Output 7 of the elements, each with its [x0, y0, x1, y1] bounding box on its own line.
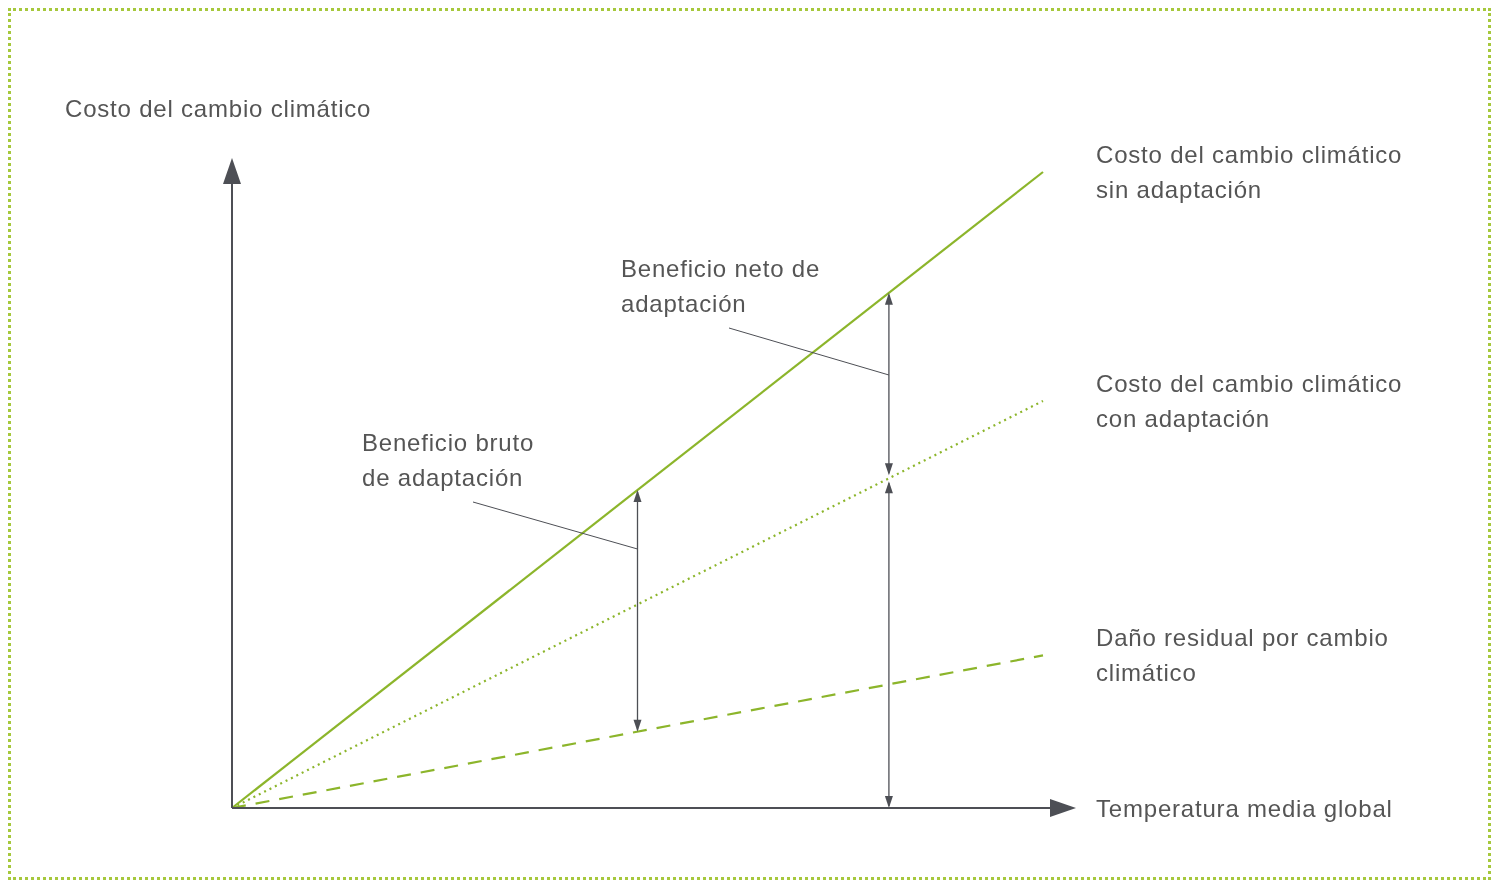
text: Costo del cambio climático sin adaptación	[1096, 140, 1404, 205]
annotation: Beneficio neto de adaptación	[621, 254, 821, 319]
text: Costo del cambio climático con adaptación	[1096, 368, 1404, 434]
y-axis-title: Costo del cambio climático	[65, 94, 372, 124]
x-axis-title: Temperatura media global	[1096, 794, 1393, 824]
text: Daño residual por cambio climático	[1096, 623, 1390, 689]
annotation: Beneficio bruto de adaptación	[362, 428, 536, 493]
